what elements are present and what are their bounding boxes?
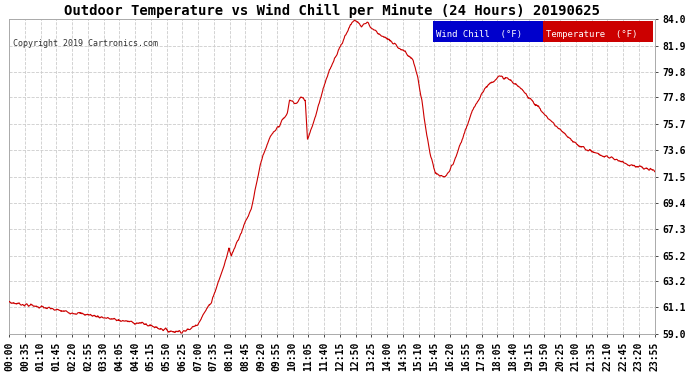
- Title: Outdoor Temperature vs Wind Chill per Minute (24 Hours) 20190625: Outdoor Temperature vs Wind Chill per Mi…: [64, 4, 600, 18]
- Text: Wind Chill  (°F): Wind Chill (°F): [436, 30, 522, 39]
- Text: Temperature  (°F): Temperature (°F): [546, 30, 638, 39]
- Text: Copyright 2019 Cartronics.com: Copyright 2019 Cartronics.com: [12, 39, 157, 48]
